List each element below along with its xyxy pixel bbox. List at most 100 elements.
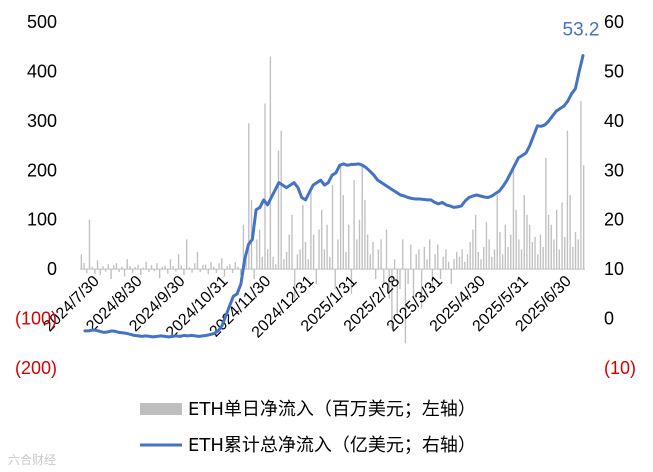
flow-bar: [534, 237, 536, 270]
flow-bar: [518, 239, 520, 270]
flow-bar: [331, 185, 334, 270]
flow-bar: [272, 256, 274, 270]
flow-bar: [396, 269, 398, 314]
flow-bar: [237, 266, 239, 270]
flow-bar: [499, 232, 501, 270]
flow-bar: [501, 254, 504, 270]
flow-bar: [577, 239, 579, 270]
flow-bar: [388, 269, 390, 299]
flow-bar: [366, 234, 369, 270]
flow-bar: [566, 130, 569, 270]
flow-bar: [223, 269, 226, 277]
flow-bar: [307, 259, 309, 270]
flow-bar: [447, 261, 450, 270]
flow-bar: [86, 269, 88, 274]
flow-bar: [412, 269, 415, 299]
flow-bar: [202, 265, 204, 270]
flow-bar: [434, 254, 436, 270]
flow-bar: [240, 269, 242, 276]
end-value-label: 53.2: [563, 20, 600, 41]
flow-bar: [121, 266, 123, 270]
daily-flow-bars: [80, 56, 585, 344]
flow-bar: [491, 256, 493, 270]
flow-bar: [134, 267, 137, 270]
flow-bar: [248, 123, 250, 270]
right-tick-label: 20: [604, 210, 624, 230]
flow-bar: [574, 232, 577, 270]
flow-bar: [196, 251, 199, 270]
flow-bar: [107, 264, 110, 270]
flow-bar: [429, 239, 431, 270]
flow-bar: [437, 244, 439, 270]
flow-bar: [564, 237, 566, 270]
left-tick-label: 100: [27, 210, 57, 230]
flow-bar: [326, 224, 328, 270]
cumulative-flow-line: [83, 54, 585, 339]
flow-bar: [221, 258, 223, 270]
flow-bar: [474, 214, 477, 270]
flow-bar: [169, 259, 172, 270]
flow-bar: [361, 165, 363, 270]
flow-bar: [140, 269, 142, 276]
flow-bar: [504, 224, 507, 270]
left-axis-ticks: 500 400 300 200 100 0 (100) (200): [15, 12, 57, 378]
flow-bar: [531, 241, 534, 270]
flow-bar: [558, 249, 561, 270]
flow-bar: [267, 249, 269, 270]
flow-bar: [321, 209, 323, 270]
flow-bar: [512, 170, 515, 270]
flow-bar: [110, 269, 112, 280]
flow-bar: [472, 229, 474, 270]
flow-bar: [439, 269, 442, 280]
flow-bar: [496, 195, 498, 270]
right-tick-label: 10: [604, 259, 624, 279]
flow-bar: [199, 269, 201, 273]
flow-bar: [186, 239, 188, 270]
flow-bar: [234, 262, 236, 270]
flow-bar: [126, 259, 128, 270]
flow-bar: [372, 241, 374, 270]
flow-bar: [364, 199, 366, 270]
flow-bar: [285, 251, 288, 270]
flow-bar: [493, 249, 496, 270]
flow-bar: [545, 157, 547, 270]
flow-bar: [218, 263, 220, 270]
legend-bar-swatch: [140, 403, 182, 415]
flow-bar: [299, 249, 301, 270]
flow-bar: [431, 269, 434, 289]
left-tick-label: (100): [15, 309, 57, 329]
flow-bar: [420, 269, 423, 309]
flow-bar: [537, 254, 539, 270]
left-tick-label: (200): [15, 358, 57, 378]
flow-bar: [145, 261, 147, 270]
flow-bar: [407, 269, 409, 284]
flow-bar: [269, 56, 272, 270]
flow-bar: [393, 259, 396, 270]
flow-bar: [310, 190, 312, 270]
right-tick-label: 60: [604, 12, 624, 32]
flow-bar: [94, 269, 96, 275]
flow-bar: [426, 259, 428, 270]
flow-bar: [453, 259, 455, 270]
flow-bar: [315, 269, 317, 284]
flow-bar: [523, 195, 525, 270]
flow-bar: [550, 224, 552, 270]
flow-bar: [129, 266, 131, 270]
flow-bar: [442, 256, 444, 270]
flow-bar: [345, 251, 347, 270]
flow-bar: [520, 249, 523, 270]
flow-bar: [488, 239, 490, 270]
flow-bar: [383, 269, 385, 284]
flow-bar: [242, 224, 245, 270]
flow-bar: [261, 256, 263, 270]
flow-bar: [158, 269, 161, 279]
legend: ETH单日净流入（百万美元；左轴） ETH累计总净流入（亿美元；右轴）: [140, 399, 476, 456]
flow-bar: [253, 269, 255, 280]
flow-bar: [256, 239, 258, 270]
flow-bar: [137, 264, 139, 270]
flow-bar: [164, 265, 166, 270]
flow-bar: [526, 214, 528, 270]
flow-bar: [423, 246, 425, 270]
flow-bar: [450, 269, 452, 284]
flow-bar: [80, 254, 83, 270]
